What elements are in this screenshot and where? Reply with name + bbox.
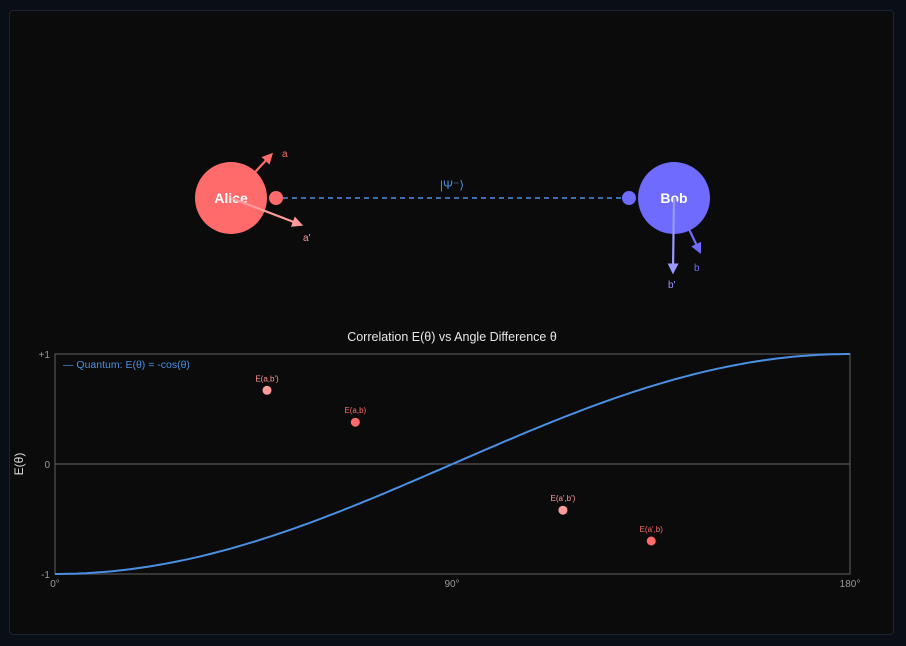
y-tick-plus1: +1 xyxy=(39,350,51,361)
point-marker xyxy=(262,385,272,395)
axis-label-a-prime: a' xyxy=(303,233,311,244)
y-tick-0: 0 xyxy=(44,460,50,471)
point-marker xyxy=(558,505,568,515)
data-point[interactable]: E(a,b') xyxy=(255,374,279,395)
arrow-b-icon xyxy=(673,197,702,254)
alice-particle xyxy=(269,191,283,205)
legend-quantum: — Quantum: E(θ) = -cos(θ) xyxy=(63,359,190,371)
data-point[interactable]: E(a,b) xyxy=(344,406,367,427)
measurement-axis-a[interactable]: a xyxy=(230,149,288,199)
arrow-a-prime-icon xyxy=(230,196,304,227)
x-tick-180: 180° xyxy=(840,579,861,590)
visualization-panel xyxy=(9,10,894,635)
arrow-b-prime-icon xyxy=(667,197,679,275)
x-tick-90: 90° xyxy=(444,579,459,590)
entangled-state-label: |Ψ⁻⟩ xyxy=(440,178,464,192)
quantum-curve xyxy=(55,353,850,575)
point-marker xyxy=(350,417,360,427)
point-label: E(a',b) xyxy=(640,525,664,534)
bob-particle xyxy=(622,191,636,205)
point-marker xyxy=(646,536,656,546)
y-tick-minus1: -1 xyxy=(41,570,50,581)
arrow-a-icon xyxy=(230,152,273,199)
point-label: E(a,b) xyxy=(344,406,366,415)
point-label: E(a,b') xyxy=(255,374,279,383)
measurement-axis-a-prime[interactable]: a' xyxy=(230,196,311,244)
measurement-axis-b-prime[interactable]: b' xyxy=(667,197,679,291)
axis-label-b: b xyxy=(694,263,700,274)
axis-label-b-prime: b' xyxy=(668,280,676,291)
y-axis-label: E(θ) xyxy=(12,453,26,476)
chart-title: Correlation E(θ) vs Angle Difference θ xyxy=(347,330,557,344)
correlation-chart: Correlation E(θ) vs Angle Difference θ —… xyxy=(12,330,860,590)
data-point[interactable]: E(a',b') xyxy=(550,494,576,515)
axis-label-a: a xyxy=(282,149,288,160)
measurement-axis-b[interactable]: b xyxy=(673,197,702,274)
x-tick-0: 0° xyxy=(50,579,60,590)
point-label: E(a',b') xyxy=(550,494,575,503)
data-point[interactable]: E(a',b) xyxy=(640,525,664,546)
